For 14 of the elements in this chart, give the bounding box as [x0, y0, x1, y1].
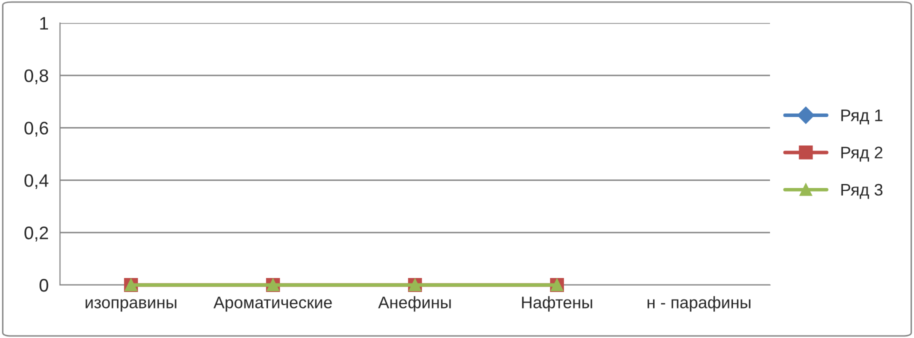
x-tick-label: н - парафины [648, 296, 750, 312]
y-tick-label: 0,2 [24, 226, 48, 242]
legend-label: Ряд 2 [841, 146, 882, 162]
y-tick-label: 0,4 [24, 174, 48, 190]
y-tick-label: 0,8 [24, 69, 48, 84]
x-tick-label: Ароматические [213, 296, 332, 312]
y-tick-label: 0 [40, 278, 48, 292]
x-tick-label: Нафтены [522, 296, 592, 312]
legend-label: Ряд 1 [841, 110, 882, 124]
y-tick-label: 0,6 [24, 122, 48, 137]
legend-label: Ряд 3 [841, 184, 882, 199]
y-tick-label: 1 [40, 17, 48, 30]
x-tick-label: Анефины [378, 296, 451, 312]
x-tick-label: изоправины [86, 299, 176, 312]
